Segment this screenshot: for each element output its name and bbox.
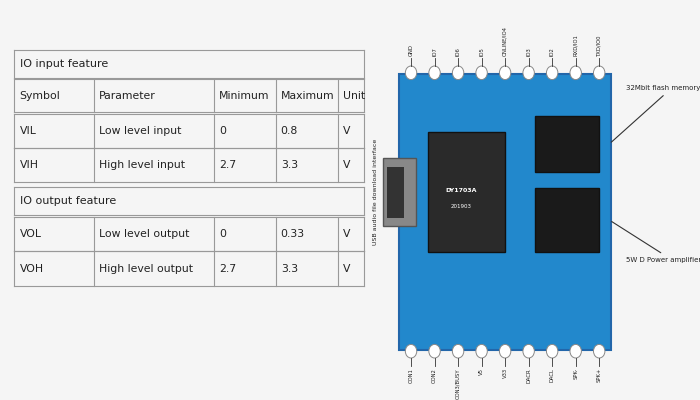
Text: SPK+: SPK+ xyxy=(596,368,602,382)
Text: Maximum: Maximum xyxy=(281,90,335,100)
FancyBboxPatch shape xyxy=(536,116,599,172)
Text: 0: 0 xyxy=(219,229,226,239)
Text: TXD/IO0: TXD/IO0 xyxy=(596,34,602,56)
Text: IO input feature: IO input feature xyxy=(20,58,108,68)
Circle shape xyxy=(547,66,558,80)
Text: High level output: High level output xyxy=(99,264,192,274)
Text: 3.3: 3.3 xyxy=(281,160,298,170)
Text: V: V xyxy=(342,264,350,274)
Text: V33: V33 xyxy=(503,368,507,378)
Circle shape xyxy=(429,66,440,80)
Circle shape xyxy=(594,344,605,358)
Text: High level input: High level input xyxy=(99,160,185,170)
Text: 2.7: 2.7 xyxy=(219,160,236,170)
Text: DY1703A: DY1703A xyxy=(446,188,477,192)
Text: Minimum: Minimum xyxy=(219,90,270,100)
Text: 0.8: 0.8 xyxy=(281,126,298,136)
Circle shape xyxy=(405,344,416,358)
Circle shape xyxy=(452,344,464,358)
Text: 0.33: 0.33 xyxy=(281,229,305,239)
FancyBboxPatch shape xyxy=(536,188,599,252)
Text: RXD/IO1: RXD/IO1 xyxy=(573,34,578,56)
Circle shape xyxy=(476,66,487,80)
Text: IO2: IO2 xyxy=(550,47,554,56)
Text: ONLINE/IO4: ONLINE/IO4 xyxy=(503,26,507,56)
FancyBboxPatch shape xyxy=(387,167,404,218)
Text: V: V xyxy=(342,160,350,170)
Text: IO output feature: IO output feature xyxy=(20,196,116,206)
Text: VIL: VIL xyxy=(20,126,36,136)
Circle shape xyxy=(547,344,558,358)
Text: 2.7: 2.7 xyxy=(219,264,236,274)
Text: Parameter: Parameter xyxy=(99,90,155,100)
Circle shape xyxy=(499,66,511,80)
Circle shape xyxy=(570,66,582,80)
Text: 3.3: 3.3 xyxy=(281,264,298,274)
Text: SPK-: SPK- xyxy=(573,368,578,379)
Text: 32Mbit flash memory chip: 32Mbit flash memory chip xyxy=(611,85,700,142)
Text: IO6: IO6 xyxy=(456,47,461,56)
Circle shape xyxy=(499,344,511,358)
FancyBboxPatch shape xyxy=(399,74,611,350)
Text: DACL: DACL xyxy=(550,368,554,382)
Text: CON3/BUSY: CON3/BUSY xyxy=(456,368,461,399)
Text: IO3: IO3 xyxy=(526,47,531,56)
Text: 201903: 201903 xyxy=(451,204,472,208)
Text: VIH: VIH xyxy=(20,160,38,170)
Circle shape xyxy=(523,66,534,80)
Text: V: V xyxy=(342,126,350,136)
Text: 0: 0 xyxy=(219,126,226,136)
Text: CON2: CON2 xyxy=(432,368,437,383)
Text: VOL: VOL xyxy=(20,229,42,239)
FancyBboxPatch shape xyxy=(383,158,416,226)
Text: USB audio file download interface: USB audio file download interface xyxy=(373,139,378,245)
Circle shape xyxy=(594,66,605,80)
Circle shape xyxy=(570,344,582,358)
Text: V5: V5 xyxy=(479,368,484,375)
Text: Low level output: Low level output xyxy=(99,229,189,239)
Text: CON1: CON1 xyxy=(409,368,414,383)
Text: VOH: VOH xyxy=(20,264,44,274)
Text: DACR: DACR xyxy=(526,368,531,383)
FancyBboxPatch shape xyxy=(428,132,505,252)
Text: Unit: Unit xyxy=(342,90,365,100)
Circle shape xyxy=(405,66,416,80)
Circle shape xyxy=(523,344,534,358)
Circle shape xyxy=(452,66,464,80)
Text: GND: GND xyxy=(409,44,414,56)
Text: Low level input: Low level input xyxy=(99,126,181,136)
Text: Symbol: Symbol xyxy=(20,90,60,100)
Text: V: V xyxy=(342,229,350,239)
Circle shape xyxy=(476,344,487,358)
Text: IO5: IO5 xyxy=(479,47,484,56)
Text: IO7: IO7 xyxy=(432,47,437,56)
Text: 5W D Power amplifier chip: 5W D Power amplifier chip xyxy=(612,222,700,263)
Circle shape xyxy=(429,344,440,358)
